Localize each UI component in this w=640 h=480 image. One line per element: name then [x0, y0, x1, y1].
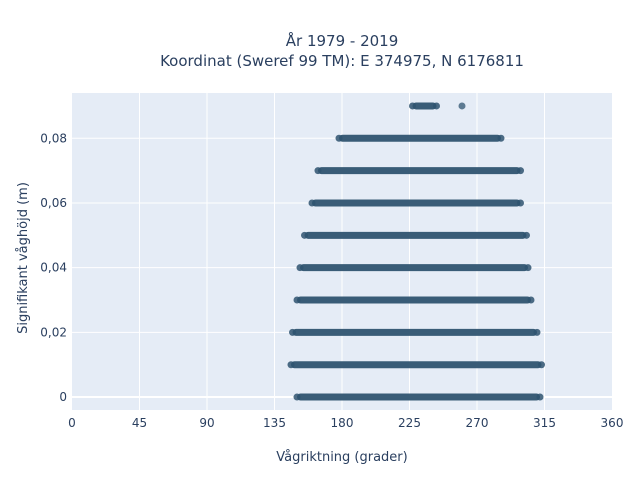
data-point	[289, 328, 296, 336]
point-band	[314, 167, 524, 175]
data-point	[536, 393, 544, 401]
data-point	[497, 134, 505, 142]
point-band	[301, 231, 530, 239]
band-body	[412, 102, 437, 110]
data-point	[293, 296, 301, 304]
x-tick-label: 0	[68, 416, 76, 430]
band-body	[297, 296, 531, 304]
data-point	[517, 199, 524, 207]
point-band	[289, 328, 541, 336]
x-tick-label: 45	[132, 416, 147, 430]
data-point	[458, 102, 466, 110]
x-axis-title: Vågriktning (grader)	[276, 450, 407, 465]
point-band	[287, 361, 545, 369]
y-tick-label: 0,08	[40, 131, 67, 145]
data-point	[335, 134, 343, 142]
data-point	[538, 361, 545, 369]
data-point	[533, 328, 541, 336]
x-axis-ticks: 0 45 90 135 180 225 270 315 360	[68, 416, 623, 430]
band-body	[312, 199, 521, 207]
point-band	[293, 393, 544, 401]
point-band	[409, 102, 440, 110]
y-tick-label: 0,04	[40, 261, 67, 275]
data-points	[287, 102, 545, 401]
point-band	[308, 199, 524, 207]
band-body	[300, 264, 528, 272]
x-tick-label: 315	[533, 416, 556, 430]
x-tick-label: 180	[331, 416, 354, 430]
data-point	[301, 231, 308, 239]
y-tick-label: 0	[59, 390, 67, 404]
chart-title-line2: Koordinat (Sweref 99 TM): E 374975, N 61…	[160, 52, 524, 70]
y-axis-title: Signifikant våghöjd (m)	[16, 182, 31, 334]
band-body	[304, 231, 527, 239]
data-point	[308, 199, 316, 207]
x-tick-label: 135	[263, 416, 286, 430]
band-body	[292, 328, 537, 336]
point-band	[293, 296, 535, 304]
data-point	[527, 296, 535, 304]
data-point	[517, 167, 524, 175]
y-tick-label: 0,02	[40, 325, 67, 339]
band-body	[318, 167, 521, 175]
data-point	[409, 102, 416, 110]
band-body	[291, 361, 542, 369]
x-tick-label: 90	[199, 416, 214, 430]
band-body	[339, 134, 501, 142]
point-band	[335, 134, 505, 142]
x-tick-label: 360	[601, 416, 624, 430]
data-point	[293, 393, 301, 401]
data-point	[524, 264, 532, 272]
data-point	[287, 361, 295, 369]
point-band	[296, 264, 532, 272]
band-body	[297, 393, 540, 401]
data-point	[296, 264, 304, 272]
chart-title-line1: År 1979 - 2019	[286, 31, 399, 50]
data-point	[433, 102, 440, 110]
y-tick-label: 0,06	[40, 196, 67, 210]
data-point	[314, 167, 322, 175]
x-tick-label: 225	[398, 416, 421, 430]
data-point	[523, 231, 530, 239]
x-tick-label: 270	[466, 416, 489, 430]
y-axis-ticks: 0 0,02 0,04 0,06 0,08	[40, 131, 67, 404]
